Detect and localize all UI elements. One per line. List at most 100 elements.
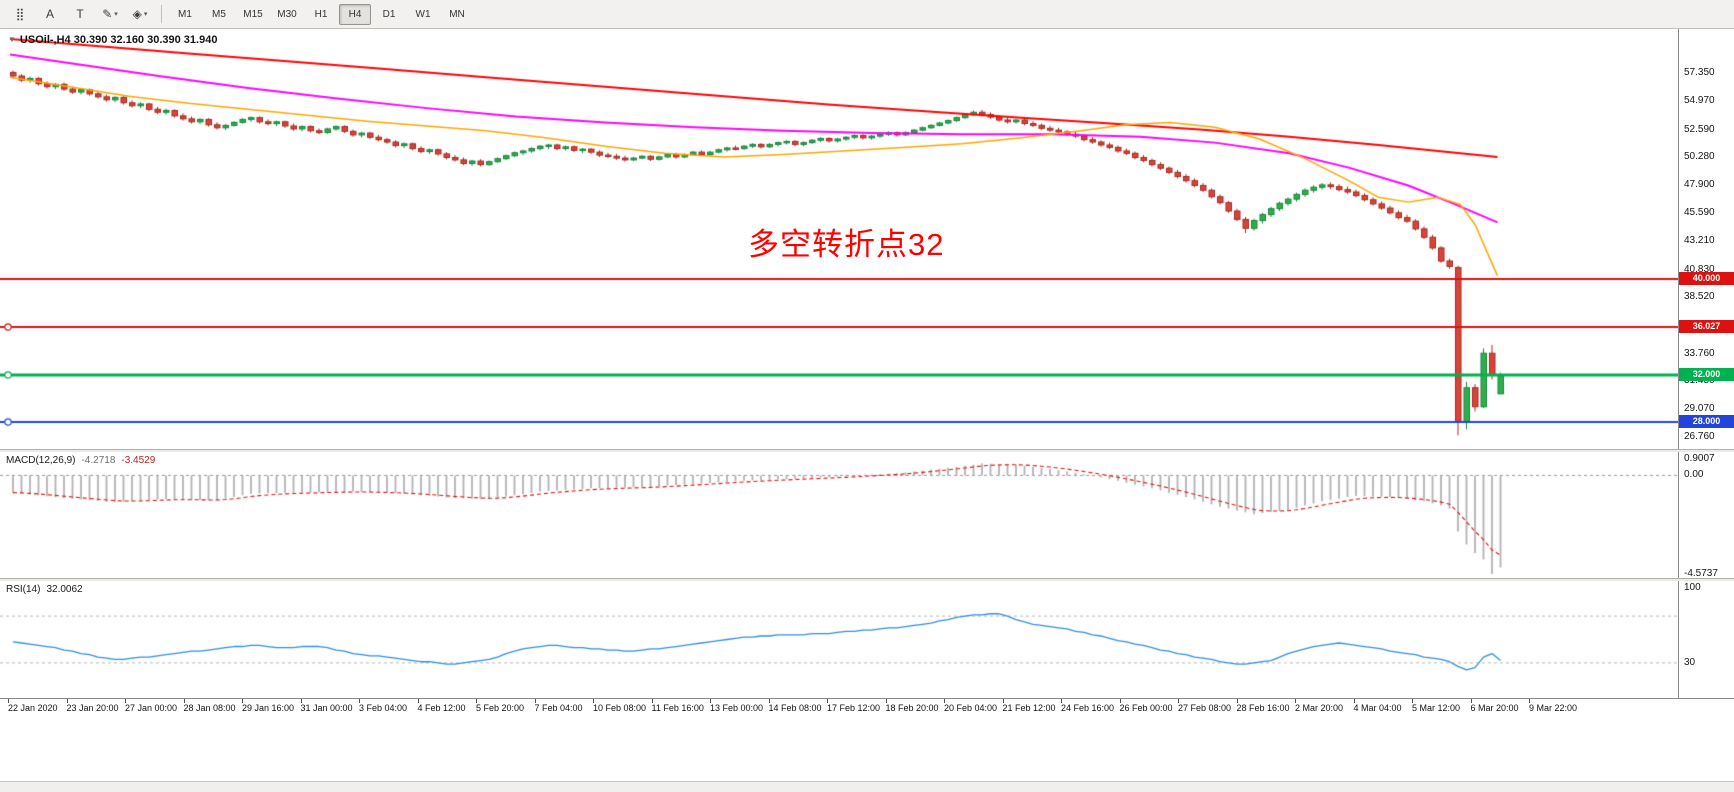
draw-shapes-icon[interactable]: ✎ ▾ [102, 7, 118, 21]
dropdown-caret-icon[interactable]: ▾ [114, 11, 118, 18]
timeframe-button-h1[interactable]: H1 [314, 8, 328, 20]
rsi-label: RSI(14) 32.0062 [6, 584, 83, 595]
macd-indicator-canvas[interactable] [0, 452, 1678, 578]
price-line-badge: 36.027 [1679, 319, 1734, 333]
time-axis-tick [1002, 699, 1004, 703]
time-axis-tick [944, 699, 945, 703]
indicators-icon[interactable]: ◈ ▾ [132, 7, 148, 21]
time-axis-label: 24 Feb 16:00 [1061, 703, 1115, 713]
text-a-icon[interactable]: A [45, 7, 54, 21]
chart-title: ▼ USOil-,H4 30.390 32.160 30.390 31.940 [8, 34, 217, 46]
macd-signal-value: -3.4529 [121, 455, 156, 466]
chart-annotation-text[interactable]: 多空转折点32 [748, 227, 945, 262]
rsi-panel: RSI(14) 32.0062 100 30 [0, 581, 1734, 698]
price-axis-label: 43.210 [1684, 235, 1715, 247]
time-axis[interactable]: 22 Jan 2020 23 Jan 20:00 27 Jan 00:00 28 Ja… [0, 698, 1734, 715]
time-axis-label: 17 Feb 12:00 [827, 703, 881, 713]
timeframe-button-m30[interactable]: M30 [277, 8, 297, 20]
macd-panel: MACD(12,26,9) -4.2718 -3.4529 0.9007 0.00 -4… [0, 452, 1734, 579]
time-axis-label: 7 Feb 04:00 [534, 703, 583, 713]
macd-axis-label: -4.5737 [1684, 568, 1718, 579]
price-line-badge: 28.000 [1679, 415, 1734, 429]
timeframe-button-w1[interactable]: W1 [415, 8, 431, 20]
toolbar-separator [161, 5, 162, 23]
time-axis-tick [300, 699, 302, 703]
price-axis-label: 45.590 [1684, 206, 1715, 218]
time-axis-tick [768, 699, 770, 703]
toolbar: ⣿ A T ✎ ▾ ◈ ▾ M1 M5 M15 M30 H1 H4 D1 W1 MN [0, 0, 1734, 29]
time-axis-tick [651, 699, 653, 703]
chart-collapse-arrow-icon[interactable]: ▼ [8, 35, 16, 44]
time-axis-label: 28 Jan 08:00 [183, 703, 236, 713]
time-axis-label: 4 Mar 04:00 [1353, 703, 1402, 713]
time-axis-tick [417, 699, 419, 703]
rsi-value: 32.0062 [46, 584, 83, 595]
price-line-badge: 40.000 [1679, 272, 1734, 286]
time-axis-tick [885, 699, 887, 703]
time-axis-tick [125, 699, 126, 703]
price-axis-label: 29.070 [1684, 403, 1715, 415]
macd-main-value: -4.2718 [81, 455, 116, 466]
macd-axis-label: 0.00 [1684, 469, 1704, 481]
price-axis-label: 26.760 [1684, 430, 1715, 442]
time-axis-tick [1061, 699, 1062, 703]
time-axis-label: 23 Jan 20:00 [66, 703, 119, 713]
time-axis-label: 22 Jan 2020 [8, 703, 58, 713]
time-axis-tick [710, 699, 711, 703]
time-axis-label: 27 Feb 08:00 [1178, 703, 1232, 713]
time-axis-label: 5 Mar 12:00 [1412, 703, 1461, 713]
time-axis-tick [242, 699, 243, 703]
time-axis-tick [1119, 699, 1121, 703]
price-axis-label: 31.450 [1684, 375, 1715, 387]
rsi-axis[interactable]: 100 30 [1678, 581, 1734, 698]
time-axis-tick [1470, 699, 1472, 703]
time-axis-tick [1236, 699, 1238, 703]
footer-area [0, 715, 1734, 792]
time-axis-label: 26 Feb 00:00 [1119, 703, 1173, 713]
time-axis-label: 31 Jan 00:00 [300, 703, 353, 713]
time-axis-label: 5 Feb 20:00 [476, 703, 525, 713]
dropdown-caret-icon[interactable]: ▾ [143, 11, 148, 18]
price-axis[interactable]: 57.350 54.970 52.590 50.280 47.900 45.590 43.2… [1678, 29, 1734, 449]
time-axis-label: 3 Feb 04:00 [359, 703, 408, 713]
price-axis-label: 47.900 [1684, 179, 1715, 191]
time-axis-tick [1353, 699, 1355, 703]
price-axis-label: 40.830 [1684, 263, 1715, 275]
price-chart-panel: ▼ USOil-,H4 30.390 32.160 30.390 31.940 多… [0, 29, 1734, 449]
price-axis-label: 52.590 [1684, 123, 1715, 135]
chart-symbol-ohlc-text: USOil-,H4 30.390 32.160 30.390 31.940 [19, 34, 218, 46]
time-axis-label: 20 Feb 04:00 [944, 703, 998, 713]
time-axis-label: 28 Feb 16:00 [1236, 703, 1290, 713]
windows-grid-icon[interactable]: ⣿ [15, 7, 25, 21]
bottom-strip [0, 781, 1734, 792]
timeframe-button-m1[interactable]: M1 [178, 8, 192, 20]
rsi-axis-label: 30 [1684, 656, 1696, 668]
rsi-axis-label: 100 [1684, 582, 1701, 593]
text-frame-icon[interactable]: T [76, 7, 84, 21]
time-axis-label: 14 Feb 08:00 [768, 703, 822, 713]
time-axis-label: 27 Jan 00:00 [125, 703, 178, 713]
time-axis-tick [359, 699, 360, 703]
timeframe-button-m5[interactable]: M5 [212, 8, 226, 20]
timeframe-button-d1[interactable]: D1 [382, 8, 396, 20]
price-axis-label: 33.760 [1684, 347, 1715, 359]
macd-axis[interactable]: 0.9007 0.00 -4.5737 [1678, 452, 1734, 579]
time-axis-tick [8, 699, 9, 703]
time-axis-label: 2 Mar 20:00 [1295, 703, 1344, 713]
price-chart-canvas[interactable] [0, 29, 1678, 449]
time-axis-label: 9 Mar 22:00 [1529, 703, 1578, 713]
price-axis-label: 38.520 [1684, 291, 1715, 303]
timeframe-button-h4[interactable]: H4 [339, 3, 371, 25]
price-axis-label: 50.280 [1684, 151, 1715, 163]
time-axis-label: 11 Feb 16:00 [651, 703, 704, 713]
time-axis-label: 4 Feb 12:00 [417, 703, 466, 713]
time-axis-label: 21 Feb 12:00 [1002, 703, 1056, 713]
time-axis-tick [1178, 699, 1179, 703]
rsi-name-text: RSI(14) [6, 584, 41, 595]
time-axis-tick [183, 699, 185, 703]
rsi-indicator-canvas[interactable] [0, 581, 1678, 698]
timeframe-button-m15[interactable]: M15 [243, 8, 263, 20]
time-axis-label: 10 Feb 08:00 [593, 703, 647, 713]
time-axis-tick [593, 699, 594, 703]
timeframe-button-mn[interactable]: MN [449, 8, 465, 20]
